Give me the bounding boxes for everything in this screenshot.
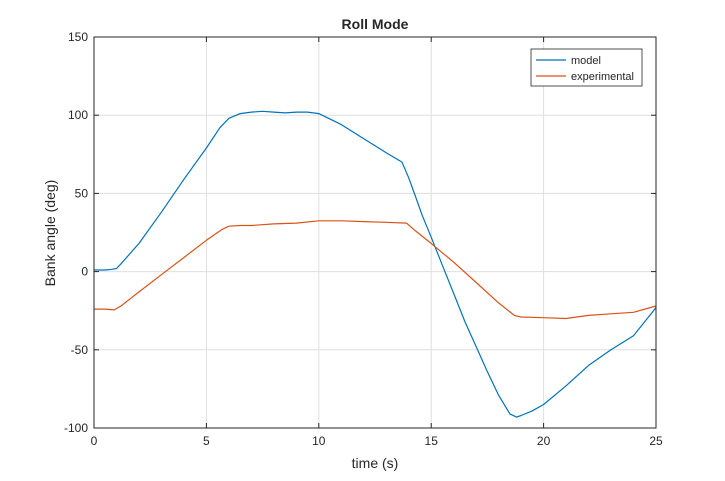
- legend-box: [530, 48, 643, 87]
- x-tick-label: 5: [203, 434, 210, 448]
- y-tick-label: 0: [81, 265, 88, 279]
- legend: model experimental: [530, 48, 643, 87]
- x-tick-label: 15: [425, 434, 439, 448]
- y-tick-label: 50: [75, 186, 89, 200]
- legend-label-model: model: [571, 55, 601, 67]
- x-tick-label: 0: [91, 434, 98, 448]
- x-tick-label: 10: [312, 434, 326, 448]
- x-tick-label: 20: [537, 434, 551, 448]
- plot-background: [94, 37, 656, 428]
- series-line-experimental: [94, 220, 657, 320]
- y-tick-label: 100: [68, 108, 88, 122]
- y-tick-label: -50: [71, 343, 89, 357]
- plot-area: [94, 37, 656, 428]
- y-tick-label: 150: [68, 30, 88, 44]
- ticks: 0 5 10 15 20 25 -100 -50 0 50 100 150: [64, 30, 663, 448]
- legend-label-experimental: experimental: [571, 71, 634, 83]
- chart-title: Roll Mode: [342, 16, 409, 32]
- series-line-model: [94, 110, 657, 418]
- y-tick-label: -100: [64, 421, 88, 435]
- series-layer: [94, 110, 657, 418]
- y-axis-label: Bank angle (deg): [42, 180, 58, 287]
- x-tick-label: 25: [649, 434, 663, 448]
- axes-frame: [93, 36, 657, 429]
- axes-box: [93, 36, 657, 429]
- x-axis-label: time (s): [352, 455, 399, 471]
